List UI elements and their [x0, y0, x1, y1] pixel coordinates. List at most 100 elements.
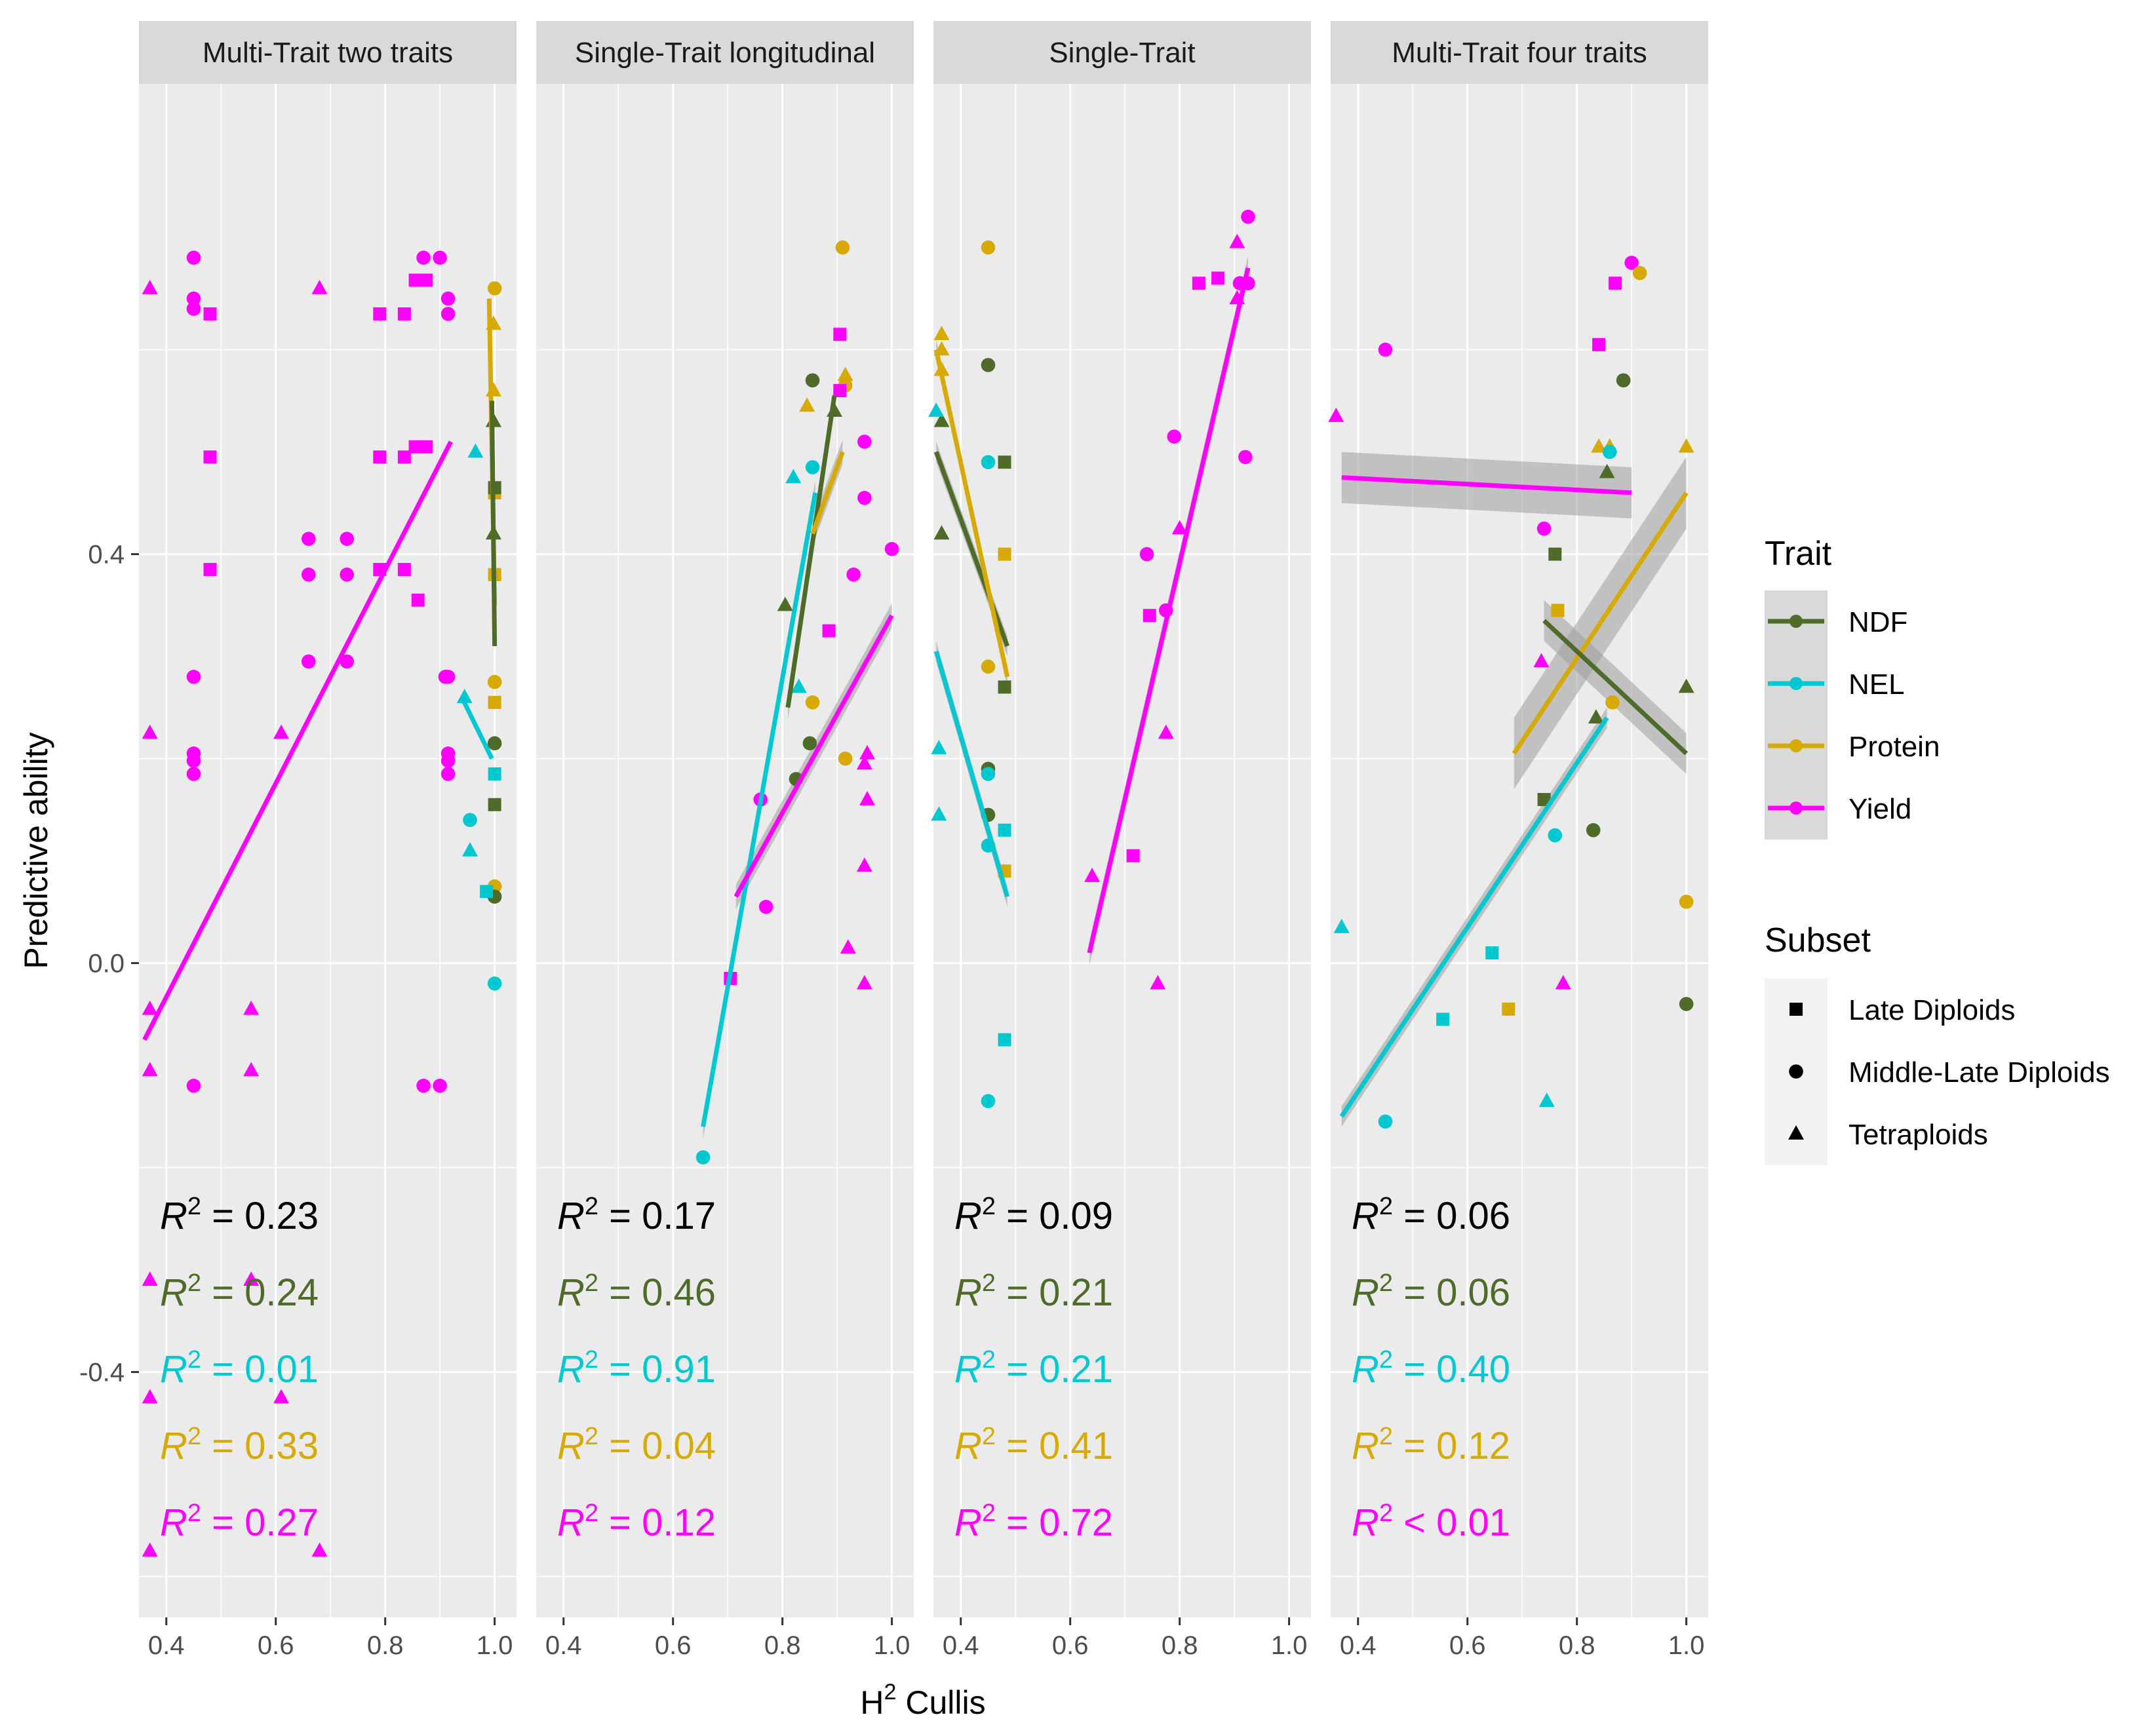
fit-line-yield [1341, 475, 1632, 495]
legend-trait-label: NEL [1849, 668, 1905, 701]
data-point [1679, 895, 1694, 909]
r2-annotation: R2 = 0.24 [160, 1269, 319, 1314]
data-point [1328, 407, 1344, 422]
data-point [488, 798, 501, 811]
data-point [301, 654, 316, 669]
fit-line-ndf [489, 400, 498, 647]
r2-value: = 0.06 [1393, 1271, 1510, 1314]
r2-annotation: R2 = 0.27 [160, 1499, 319, 1544]
legend-key-shape [1790, 1003, 1803, 1016]
data-point [837, 366, 853, 381]
data-point [1167, 429, 1182, 444]
data-point [243, 1271, 260, 1286]
fit-line-nel [460, 696, 494, 760]
data-point [838, 751, 853, 766]
data-point [1624, 256, 1639, 270]
data-point [243, 1062, 260, 1077]
legend-key-dot [1790, 677, 1803, 690]
data-point [142, 724, 158, 739]
data-point [488, 767, 501, 781]
y-axis-title: Predictive ability [18, 732, 54, 969]
x-tick-label: 0.4 [148, 1631, 185, 1660]
facet-strip-title: Single-Trait longitudinal [575, 37, 875, 69]
data-point [203, 307, 217, 320]
r2-symbol: R [1352, 1271, 1379, 1314]
data-point [857, 491, 872, 505]
x-tick-label: 0.6 [1449, 1631, 1486, 1660]
data-point [835, 240, 850, 255]
y-tick-label: 0.4 [88, 541, 125, 569]
data-point [1678, 438, 1694, 453]
r2-annotation: R2 = 0.91 [557, 1346, 716, 1391]
data-point [998, 455, 1011, 469]
data-point [142, 1389, 158, 1404]
data-point [1632, 265, 1647, 280]
x-tick-label: 1.0 [1271, 1631, 1308, 1660]
data-point [805, 373, 820, 388]
r2-annotation: R2 = 0.41 [954, 1423, 1113, 1467]
facet-strip [1331, 21, 1708, 84]
data-point [785, 469, 802, 484]
data-point [981, 358, 996, 372]
r2-symbol: R [557, 1195, 585, 1237]
r2-value: = 0.41 [996, 1425, 1113, 1467]
r2-value: = 0.33 [201, 1425, 319, 1467]
r2-annotation: R2 = 0.06 [1352, 1269, 1510, 1314]
data-point [856, 857, 872, 872]
data-point [856, 974, 872, 990]
data-point [998, 1033, 1011, 1047]
data-point [186, 753, 201, 768]
data-point [408, 273, 422, 287]
data-point [186, 301, 201, 317]
r2-annotation: R2 = 0.09 [954, 1193, 1113, 1237]
r2-superscript: 2 [187, 1269, 201, 1297]
r2-symbol: R [954, 1425, 982, 1467]
r2-superscript: 2 [982, 1346, 996, 1374]
data-point [462, 841, 479, 857]
data-point [1616, 373, 1631, 388]
data-point [933, 326, 950, 341]
data-point [1551, 604, 1565, 617]
r2-annotation: R2 = 0.23 [160, 1193, 319, 1237]
data-point [440, 307, 456, 321]
legend-subset-title: Subset [1765, 921, 1871, 959]
fit-line-protein [1512, 492, 1689, 755]
r2-symbol: R [557, 1271, 585, 1314]
r2-symbol: R [557, 1501, 585, 1544]
data-point [981, 240, 996, 255]
facet-strip-title: Multi-Trait four traits [1392, 37, 1647, 69]
fit-line-nel [933, 650, 1010, 898]
data-point [420, 440, 433, 453]
r2-symbol: R [954, 1195, 982, 1237]
r2-superscript: 2 [585, 1423, 598, 1450]
data-point [273, 724, 290, 739]
r2-value: = 0.72 [996, 1501, 1113, 1544]
data-point [186, 670, 201, 684]
data-point [1591, 438, 1607, 453]
x-axis-title-main: H [860, 1684, 884, 1721]
data-point [487, 976, 502, 991]
data-point [1679, 997, 1694, 1011]
data-point [243, 1000, 260, 1015]
data-point [1150, 974, 1166, 990]
legend-key-shape [1788, 1125, 1804, 1140]
r2-superscript: 2 [1379, 1499, 1393, 1527]
legend-subset-label: Middle-Late Diploids [1849, 1056, 2110, 1089]
r2-annotation: R2 = 0.17 [557, 1193, 716, 1237]
r2-value: = 0.24 [201, 1271, 319, 1314]
data-point [487, 674, 502, 689]
r2-superscript: 2 [1379, 1193, 1393, 1220]
data-point [799, 397, 815, 412]
data-point [142, 1000, 158, 1015]
legend-trait-label: Yield [1849, 793, 1911, 825]
y-tick-label: 0.0 [88, 950, 125, 978]
x-tick-label: 0.4 [943, 1631, 979, 1660]
data-point [142, 1062, 158, 1077]
r2-annotation: R2 = 0.21 [954, 1346, 1113, 1391]
r2-value: = 0.06 [1393, 1195, 1510, 1237]
data-point [1084, 867, 1101, 882]
data-point [1548, 547, 1562, 561]
data-point [833, 328, 847, 341]
